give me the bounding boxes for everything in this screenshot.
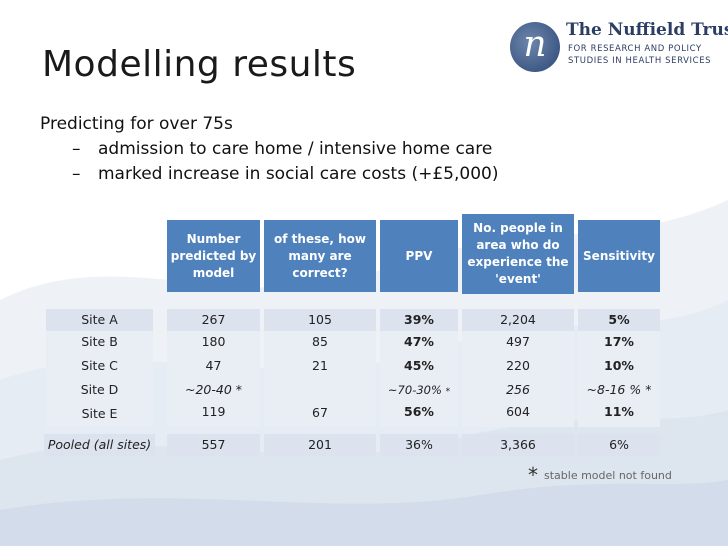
bullet-sub-2: – marked increase in social care costs (+… (72, 164, 498, 184)
pooled-bar (380, 434, 458, 456)
rows-block (264, 331, 376, 427)
slide-title: Modelling results (42, 44, 357, 85)
cell-ppv: 45% (404, 358, 434, 373)
ppv-star: * (445, 387, 451, 397)
cell-correct: 21 (312, 358, 328, 373)
cell-ppv: 56% (404, 404, 434, 419)
cell-ppv: ~70-30% * (380, 380, 458, 402)
rows-block (380, 331, 458, 427)
rows-block (167, 331, 260, 427)
cell-site: Site C (81, 358, 118, 373)
cell-predicted: ~20-40 * (184, 382, 243, 397)
logo-subtitle-2: STUDIES IN HEALTH SERVICES (568, 56, 712, 66)
nuffield-trust-logo: n The Nuffield Trust FOR RESEARCH AND PO… (510, 18, 728, 80)
logo-mark-icon: n (510, 22, 560, 72)
cell-sensitivity: 10% (604, 358, 634, 373)
ppv-range: ~70-30% (387, 383, 442, 397)
cell-pooled-predicted: 557 (201, 437, 226, 452)
bullet-sub-1: – admission to care home / intensive home… (72, 139, 498, 159)
cell-site: Site A (81, 312, 118, 327)
footnote-text: stable model not found (544, 468, 672, 482)
cell-correct: 67 (312, 405, 328, 420)
cell-site: Site E (81, 406, 118, 421)
rows-block (462, 331, 574, 427)
cell-experience: 604 (506, 404, 530, 419)
cell-pooled-site: Pooled (all sites) (47, 437, 152, 452)
row-bar (167, 309, 260, 331)
logo-subtitle-1: FOR RESEARCH AND POLICY (568, 44, 702, 54)
cell-correct: 105 (308, 312, 332, 327)
cell-predicted: 267 (201, 312, 226, 327)
dash-marker: – (72, 139, 81, 159)
cell-experience: 497 (506, 334, 530, 349)
row-bar (46, 309, 153, 331)
cell-sensitivity: 17% (604, 334, 634, 349)
header-correct: of these, how many are correct? (264, 220, 376, 292)
rows-block (46, 331, 153, 427)
bullet-sub-text: marked increase in social care costs (+£… (98, 164, 499, 184)
bullet-main: Predicting for over 75s (40, 114, 233, 134)
bullet-list: Predicting for over 75s – admission to ca… (40, 114, 498, 184)
cell-correct: 85 (312, 334, 328, 349)
pooled-bar (462, 434, 574, 456)
bullet-sub-text: admission to care home / intensive home … (98, 139, 493, 159)
rows-block (578, 331, 660, 427)
cell-ppv: 39% (404, 312, 434, 327)
cell-experience: 220 (506, 358, 530, 373)
cell-sensitivity: ~8-16 % * (586, 382, 652, 397)
cell-sensitivity: 5% (608, 312, 630, 327)
cell-sensitivity: 11% (604, 404, 634, 419)
header-experience: No. people in area who do experience the… (462, 214, 574, 294)
pooled-bar (264, 434, 376, 456)
cell-site: Site D (80, 382, 119, 397)
cell-pooled-ppv: 36% (405, 437, 433, 452)
cell-predicted: 119 (201, 404, 226, 419)
cell-ppv: 47% (404, 334, 434, 349)
dash-marker: – (72, 164, 81, 184)
pooled-bar (167, 434, 260, 456)
footnote-asterisk: * (528, 463, 538, 487)
cell-predicted: 180 (201, 334, 226, 349)
cell-site: Site B (81, 334, 118, 349)
cell-pooled-experience: 3,366 (500, 437, 536, 452)
logo-name: The Nuffield Trust (566, 20, 728, 40)
footnote: * stable model not found (528, 463, 672, 487)
cell-experience: 2,204 (500, 312, 536, 327)
cell-experience: 256 (506, 382, 530, 397)
header-ppv: PPV (380, 220, 458, 292)
header-sensitivity: Sensitivity (578, 220, 660, 292)
cell-pooled-correct: 201 (308, 437, 332, 452)
row-bar (462, 309, 574, 331)
row-bar (264, 309, 376, 331)
cell-predicted: 47 (205, 358, 222, 373)
row-bar (380, 309, 458, 331)
cell-pooled-sensitivity: 6% (609, 437, 629, 452)
row-bar (578, 309, 660, 331)
header-number-predicted: Number predicted by model (167, 220, 260, 292)
pooled-bar (578, 434, 660, 456)
pooled-bar (44, 434, 155, 456)
